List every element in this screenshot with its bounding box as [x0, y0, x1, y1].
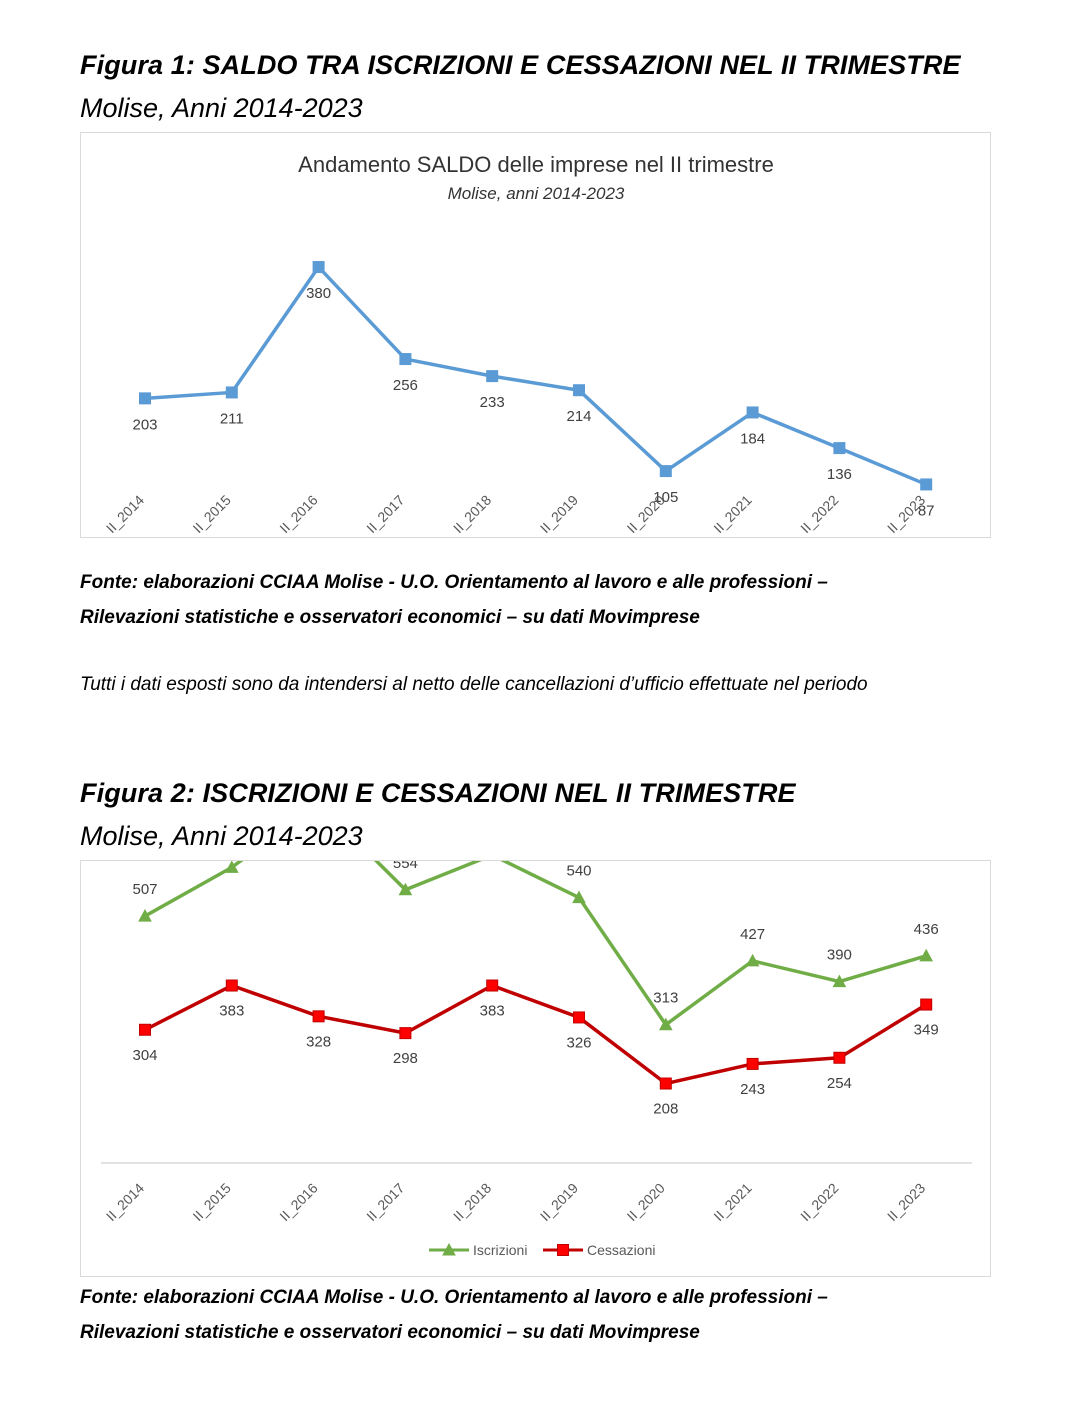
- cessazioni-data-label: 298: [393, 1050, 418, 1067]
- iscrizioni-point: [832, 974, 847, 988]
- figure2-source-line1: Fonte: elaborazioni CCIAA Molise - U.O. …: [80, 1287, 828, 1308]
- iscrizioni-data-label: 507: [132, 881, 157, 898]
- cessazioni-point: [139, 1023, 151, 1036]
- x-tick-label: II_2023: [884, 1180, 928, 1224]
- iscrizioni-point: [138, 909, 152, 922]
- saldo-point: [573, 384, 585, 397]
- saldo-data-label: 256: [393, 377, 418, 394]
- cessazioni-data-label: 349: [914, 1022, 939, 1039]
- iscrizioni-data-label: 540: [566, 863, 591, 880]
- cessazioni-point: [573, 1011, 585, 1024]
- x-tick-label: II_2014: [103, 1180, 147, 1224]
- saldo-point: [139, 392, 151, 405]
- iscrizioni-point: [572, 890, 586, 904]
- cessazioni-point: [225, 979, 238, 992]
- cessazioni-data-label: 383: [480, 1003, 505, 1020]
- x-tick-label: II_2022: [797, 492, 841, 536]
- x-tick-label: II_2014: [103, 492, 147, 536]
- x-tick-label: II_2022: [797, 1180, 841, 1224]
- x-tick-label: II_2015: [190, 492, 234, 536]
- legend-label-cessazioni: Cessazioni: [587, 1242, 655, 1258]
- x-tick-label: II_2020: [624, 492, 668, 536]
- x-tick-label: II_2016: [276, 492, 320, 536]
- cessazioni-data-label: 254: [827, 1075, 852, 1092]
- figure1-subheading: Molise, Anni 2014-2023: [80, 93, 363, 123]
- cessazioni-data-label: 383: [219, 1003, 244, 1020]
- cessazioni-point: [920, 998, 933, 1011]
- figure2-source: Fonte: elaborazioni CCIAA Molise - U.O. …: [80, 1280, 1040, 1350]
- iscrizioni-point: [224, 861, 239, 873]
- saldo-point: [833, 442, 846, 455]
- cessazioni-data-label: 243: [740, 1081, 765, 1098]
- x-tick-label: II_2019: [537, 492, 581, 536]
- saldo-chart: Andamento SALDO delle imprese nel II tri…: [80, 132, 991, 538]
- x-tick-label: II_2021: [710, 492, 754, 536]
- iscrizioni-data-label: 313: [653, 990, 678, 1007]
- iscrizioni-line: [144, 861, 927, 1027]
- cessazioni-point: [746, 1057, 759, 1070]
- cessazioni-point: [659, 1077, 672, 1090]
- saldo-data-label: 105: [653, 489, 678, 506]
- chart1-subtitle: Molise, anni 2014-2023: [448, 184, 625, 203]
- x-tick-label: II_2017: [363, 492, 407, 536]
- saldo-point: [746, 406, 759, 419]
- cessazioni-point: [399, 1027, 412, 1040]
- saldo-line: [144, 265, 927, 487]
- iscrizioni-data-label: 436: [914, 921, 939, 938]
- saldo-data-label: 136: [827, 466, 852, 483]
- legend-label-iscrizioni: Iscrizioni: [473, 1242, 527, 1258]
- iscrizioni-point: [745, 953, 760, 967]
- saldo-data-label: 233: [480, 394, 505, 411]
- figure1-note: Tutti i dati esposti sono da intendersi …: [80, 674, 868, 695]
- iscrizioni-data-label: 390: [827, 947, 852, 964]
- iscrizioni-cessazioni-chart-svg: 5075947085546165403134273904363043833282…: [101, 861, 972, 1258]
- saldo-point: [920, 478, 933, 491]
- iscrizioni-point: [919, 948, 934, 962]
- cessazioni-line: [144, 983, 928, 1086]
- saldo-chart-svg: Andamento SALDO delle imprese nel II tri…: [103, 152, 935, 536]
- x-tick-label: II_2021: [710, 1180, 754, 1224]
- cessazioni-point: [833, 1051, 846, 1064]
- iscrizioni-point: [398, 882, 413, 896]
- iscrizioni-data-label: 427: [740, 926, 765, 943]
- figure1-source: Fonte: elaborazioni CCIAA Molise - U.O. …: [80, 565, 1040, 635]
- saldo-point: [659, 465, 672, 478]
- saldo-point: [486, 370, 499, 383]
- legend-marker-iscrizioni: [442, 1242, 456, 1256]
- cessazioni-data-label: 328: [306, 1033, 331, 1050]
- figure2-subheading: Molise, Anni 2014-2023: [80, 821, 363, 851]
- x-tick-label: II_2019: [537, 1180, 581, 1224]
- figure1-source-line1: Fonte: elaborazioni CCIAA Molise - U.O. …: [80, 572, 828, 593]
- saldo-data-label: 203: [132, 416, 157, 433]
- saldo-point: [399, 353, 412, 366]
- cessazioni-data-label: 208: [653, 1101, 678, 1118]
- cessazioni-data-label: 304: [132, 1047, 157, 1064]
- x-tick-label: II_2018: [450, 492, 494, 536]
- figure2-source-line2: Rilevazioni statistiche e osservatori ec…: [80, 1322, 700, 1343]
- saldo-data-label: 184: [740, 430, 765, 447]
- chart1-title: Andamento SALDO delle imprese nel II tri…: [298, 152, 774, 177]
- saldo-data-label: 380: [306, 285, 331, 302]
- iscrizioni-cessazioni-chart: 5075947085546165403134273904363043833282…: [80, 860, 991, 1277]
- saldo-data-label: 211: [220, 410, 244, 427]
- figure1-heading: Figura 1: SALDO TRA ISCRIZIONI E CESSAZI…: [80, 50, 961, 80]
- x-tick-label: II_2017: [363, 1180, 407, 1224]
- saldo-data-label: 214: [566, 408, 591, 425]
- iscrizioni-data-label: 554: [393, 861, 418, 872]
- figure1-source-line2: Rilevazioni statistiche e osservatori ec…: [80, 607, 700, 628]
- x-tick-label: II_2018: [450, 1180, 494, 1224]
- cessazioni-point: [312, 1010, 325, 1023]
- figure2-heading: Figura 2: ISCRIZIONI E CESSAZIONI NEL II…: [80, 778, 796, 808]
- x-tick-label: II_2016: [276, 1180, 320, 1224]
- cessazioni-point: [486, 979, 499, 992]
- saldo-point: [225, 386, 238, 399]
- saldo-point: [312, 261, 325, 274]
- x-tick-label: II_2015: [190, 1180, 234, 1224]
- legend-marker-cessazioni: [557, 1244, 569, 1256]
- x-tick-label: II_2020: [624, 1180, 668, 1224]
- iscrizioni-point: [658, 1017, 673, 1031]
- cessazioni-data-label: 326: [566, 1034, 591, 1051]
- saldo-data-label: 87: [918, 502, 935, 519]
